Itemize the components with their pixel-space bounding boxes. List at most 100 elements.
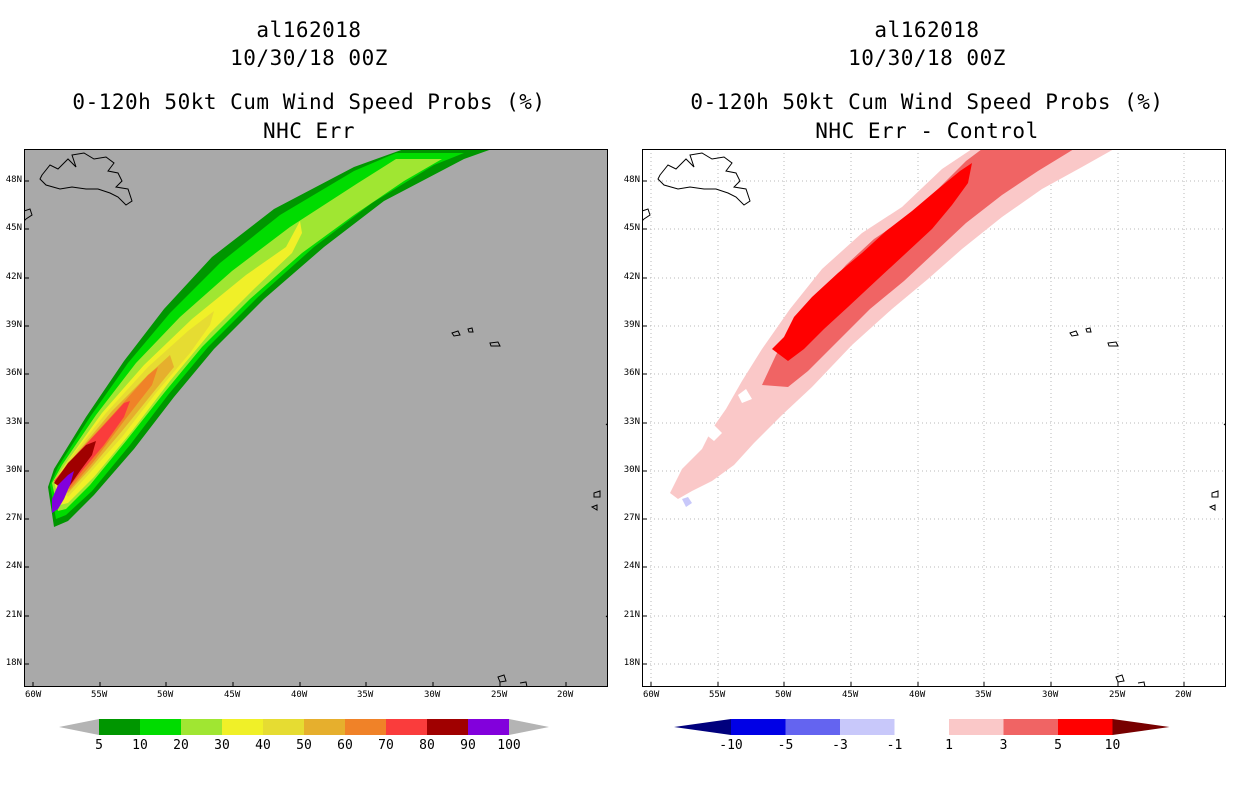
colorbar-segment [1058,719,1113,735]
colorbar-probabilities: 5 10 20 30 40 50 60 70 80 90 100 [0,714,618,754]
colorbar-segment [468,719,509,735]
lat-label: 24N [5,561,22,571]
diff-band-neg-1 [682,497,692,507]
lat-label: 33N [623,417,640,427]
diff-band-1-3 [670,149,1114,499]
lon-label: 35W [975,690,992,700]
lon-label: 50W [775,690,792,700]
map-frame [24,149,608,687]
panel-subtitle: NHC Err - Control [815,119,1039,143]
colorbar-segment [222,719,263,735]
difference-map-svg [642,149,1226,687]
lon-label: 35W [357,690,374,700]
lon-label: 60W [25,690,42,700]
colorbar-high-triangle [509,719,549,735]
lat-label: 42N [5,272,22,282]
lat-label: 48N [5,175,22,185]
product-title: 0-120h 50kt Cum Wind Speed Probs (%) [690,90,1164,114]
lat-label: 27N [623,513,640,523]
lat-label: 33N [5,417,22,427]
lon-label: 40W [909,690,926,700]
colorbar-level-label: 10 [132,738,148,753]
lon-label: 45W [842,690,859,700]
right-panel: al162018 10/30/18 00Z 0-120h 50kt Cum Wi… [618,0,1236,800]
newfoundland-coast [657,152,751,206]
colorbar-segment [304,719,345,735]
difference-map: 48N 45N 42N 39N 36N 33N 30N 27N 24N 21N … [624,149,1226,700]
colorbar-level-label: 20 [173,738,189,753]
lon-label: 30W [1042,690,1059,700]
colorbar-differences: -10 -5 -3 -1 1 3 5 10 [618,714,1236,754]
colorbar-level-label: 40 [255,738,271,753]
panel-subtitle: NHC Err [262,119,355,143]
lon-ticks [32,682,567,687]
lon-label: 50W [157,690,174,700]
colorbar-level-label: 60 [337,738,353,753]
azores-island-3 [1107,341,1119,347]
lon-label: 45W [224,690,241,700]
lat-ticks [642,180,647,665]
lat-label: 30N [623,465,640,475]
colorbar-left-svg: 5 10 20 30 40 50 60 70 80 90 100 [59,719,549,753]
colorbar-high-triangle [1112,719,1170,735]
lat-label: 48N [623,175,640,185]
diff-hole [738,389,752,403]
colorbar-level-label: 80 [419,738,435,753]
colorbar-segment [345,719,386,735]
azores-island-1 [1069,330,1079,337]
colorbar-level-label: 5 [95,738,103,753]
colorbar-segment [894,719,949,735]
colorbar-level-label: -3 [832,738,848,753]
colorbar-level-label: 100 [497,738,520,753]
axes [642,149,1226,687]
colorbar-level-label: 3 [1000,738,1008,753]
colorbar-segment [949,719,1004,735]
probability-map-svg [24,149,608,687]
madeira-island [590,490,601,511]
diff-band-3-5 [762,149,1074,387]
colorbar-level-label: -5 [778,738,794,753]
lon-labels: 60W 55W 50W 45W 40W 35W 30W 25W 20W [24,690,608,702]
axes [24,149,608,687]
lon-label: 25W [491,690,508,700]
storm-id-title: al162018 [874,18,980,42]
colorbar-level-label: 50 [296,738,312,753]
lat-label: 39N [5,320,22,330]
colorbar-segment [840,719,895,735]
colorbar-low-triangle [59,719,99,735]
diff-hole [704,425,722,441]
colorbar-right-svg: -10 -5 -3 -1 1 3 5 10 [674,719,1170,753]
lat-label: 36N [5,368,22,378]
lat-label: 21N [623,610,640,620]
colorbar-segment [785,719,840,735]
left-panel: al162018 10/30/18 00Z 0-120h 50kt Cum Wi… [0,18,618,754]
colorbar-level-label: 1 [945,738,953,753]
lon-label: 40W [291,690,308,700]
azores-island-2 [1085,327,1092,333]
colorbar-level-label: -1 [887,738,903,753]
lon-label: 55W [91,690,108,700]
colorbar-segment [263,719,304,735]
lat-label: 18N [623,658,640,668]
diff-band-5-10 [772,163,972,361]
lon-ticks [650,682,1185,687]
colorbar-segment [181,719,222,735]
colorbar-low-triangle [674,719,731,735]
lon-label: 60W [643,690,660,700]
lat-labels: 48N 45N 42N 39N 36N 33N 30N 27N 24N 21N … [0,149,22,687]
map-frame [642,149,1226,687]
azores-island-3 [489,341,501,347]
storm-id-title: al162018 [256,18,362,42]
colorbar-segment [731,719,786,735]
lat-ticks [24,180,29,665]
colorbar-segment [386,719,427,735]
colorbar-segment [140,719,181,735]
date-title: 10/30/18 00Z [230,46,388,70]
colorbar-level-label: 30 [214,738,230,753]
colorbar-segment [99,719,140,735]
lon-label: 25W [1109,690,1126,700]
lat-label: 45N [5,223,22,233]
lat-label: 27N [5,513,22,523]
colorbar-segment [1003,719,1058,735]
cape-verde-islands [1115,674,1146,687]
